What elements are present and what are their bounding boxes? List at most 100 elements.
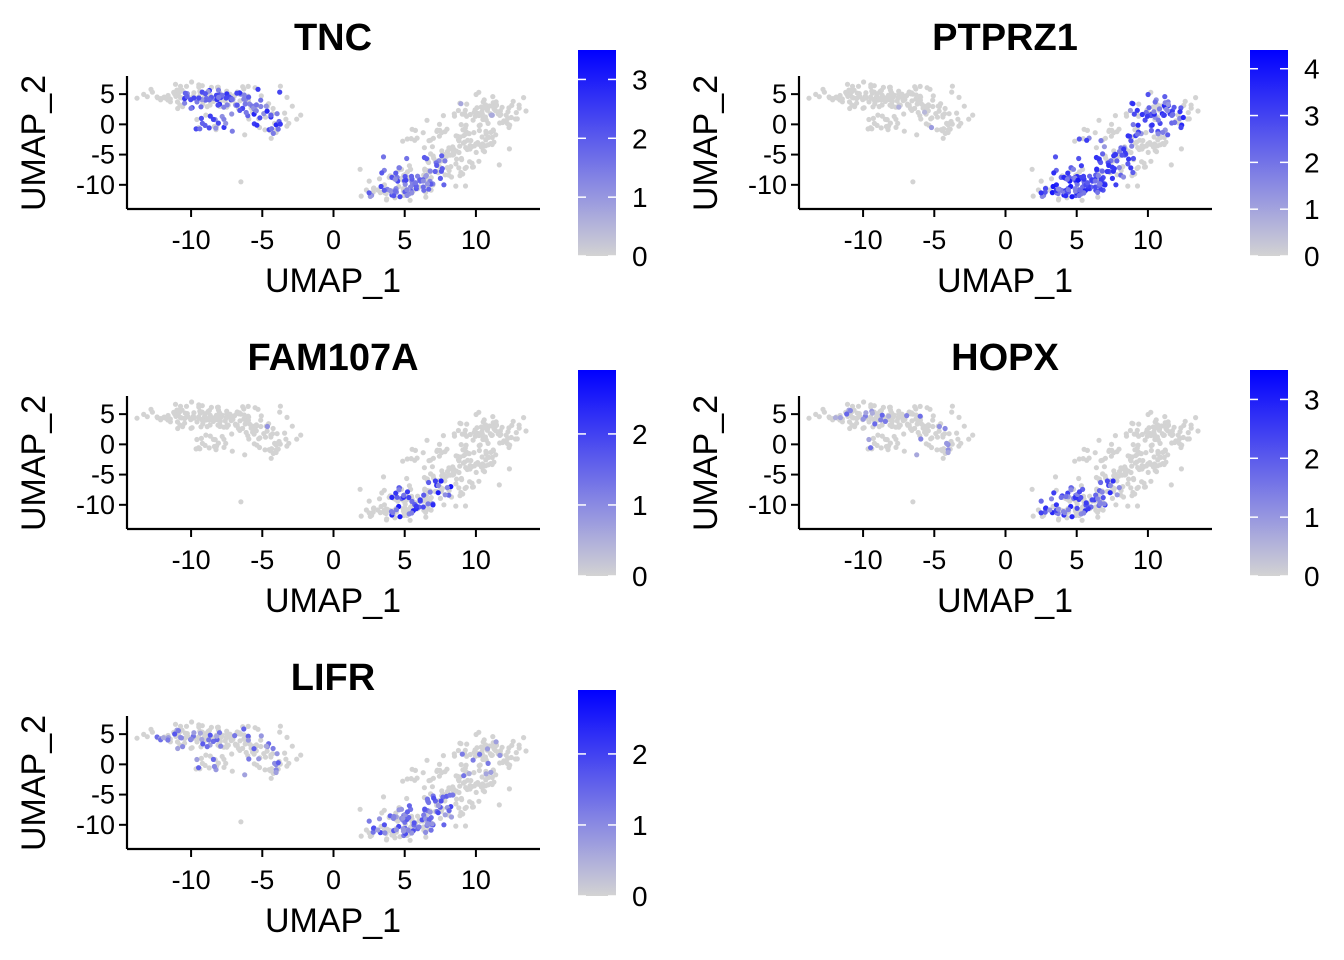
cell-point [893, 116, 899, 122]
cell-point-expressing [376, 816, 383, 822]
cell-point [134, 95, 140, 101]
cell-point-expressing [444, 485, 450, 491]
cell-point [1096, 437, 1102, 443]
cell-point [476, 478, 482, 484]
cell-point [221, 436, 227, 442]
cell-point [895, 415, 901, 421]
cell-point [942, 105, 948, 112]
cell-point-expressing [1152, 99, 1158, 105]
cell-point [467, 111, 473, 118]
cell-point [270, 425, 276, 432]
cell-point-expressing [391, 193, 397, 199]
cell-point [521, 415, 527, 421]
cell-point [423, 194, 429, 200]
cell-point [1121, 466, 1127, 472]
cell-point-expressing [1114, 158, 1120, 164]
y-tick-label: -5 [91, 460, 115, 490]
cell-point-expressing [1130, 155, 1136, 162]
cell-point [521, 95, 527, 101]
cell-point [252, 725, 258, 731]
colorbar: 0 1 2 [578, 690, 648, 912]
cell-point [376, 496, 383, 502]
cell-point-expressing [1083, 500, 1089, 506]
cell-point [936, 428, 942, 434]
cell-point [241, 736, 247, 742]
cell-point [1136, 421, 1142, 427]
cell-point [915, 429, 921, 436]
cell-point [462, 183, 469, 189]
cell-point [436, 441, 443, 447]
cell-point-expressing [1081, 510, 1087, 516]
cell-point-expressing [458, 101, 464, 107]
colorbar: 0 1 2 [578, 370, 648, 592]
cell-point [855, 83, 862, 89]
cell-point [1116, 468, 1123, 475]
cell-point [901, 416, 907, 422]
cell-point [453, 503, 459, 509]
cell-point [217, 418, 223, 424]
cell-point-expressing [1095, 189, 1101, 195]
cell-point [215, 440, 221, 446]
cell-point [463, 785, 469, 791]
y-tick-label: -10 [76, 810, 115, 840]
cell-point [476, 767, 482, 774]
cell-point [424, 117, 430, 123]
x-axis-label: UMAP_1 [265, 902, 401, 940]
scatter-points [134, 399, 529, 523]
cell-point-expressing [404, 809, 411, 815]
cell-point-expressing [447, 792, 453, 798]
cell-point [1135, 442, 1141, 448]
cell-point-expressing [206, 737, 212, 743]
cell-point [459, 157, 465, 163]
cell-point [238, 499, 244, 505]
cell-point [505, 429, 511, 435]
cell-point [1184, 116, 1191, 122]
cell-point [420, 770, 426, 776]
cell-point-expressing [886, 413, 892, 419]
cell-point [258, 743, 264, 750]
cell-point [1134, 183, 1141, 189]
cell-point [500, 759, 506, 766]
cell-point-expressing [1084, 137, 1090, 143]
cell-point [875, 112, 881, 118]
cell-point [1130, 421, 1136, 427]
cell-point [456, 805, 462, 811]
cell-point [1147, 140, 1153, 146]
cell-point [268, 432, 274, 438]
cell-point [283, 116, 289, 122]
cell-point [406, 163, 412, 169]
cell-point [404, 475, 410, 482]
cell-point [462, 165, 468, 171]
cell-point [206, 765, 212, 771]
y-tick-label: -10 [76, 490, 115, 520]
cell-point [436, 121, 443, 127]
cell-point [868, 95, 874, 101]
cell-point [1195, 108, 1201, 114]
cell-point [912, 404, 918, 410]
cell-point [499, 744, 505, 750]
cell-point [476, 409, 482, 415]
cell-point-expressing [1164, 107, 1171, 114]
cell-point [940, 135, 946, 141]
cell-point [479, 429, 485, 435]
cell-point-expressing [229, 128, 235, 134]
cell-point [380, 794, 387, 800]
cell-point [1188, 425, 1194, 431]
cell-point-expressing [1130, 101, 1136, 107]
cell-point [901, 431, 907, 437]
x-tick-label: -5 [250, 225, 274, 255]
cell-point [424, 437, 430, 443]
cell-point [460, 811, 466, 817]
cell-point [901, 128, 907, 134]
cell-point [459, 111, 465, 117]
cell-point [148, 726, 154, 732]
cell-point-expressing [428, 827, 434, 833]
cell-point [1080, 456, 1086, 462]
cell-point-expressing [847, 408, 853, 414]
colorbar-gradient [578, 370, 616, 576]
cell-point [917, 97, 923, 103]
cell-point [277, 83, 283, 89]
cell-point [232, 421, 238, 427]
cell-point-expressing [1102, 182, 1108, 188]
cell-point [284, 123, 290, 129]
